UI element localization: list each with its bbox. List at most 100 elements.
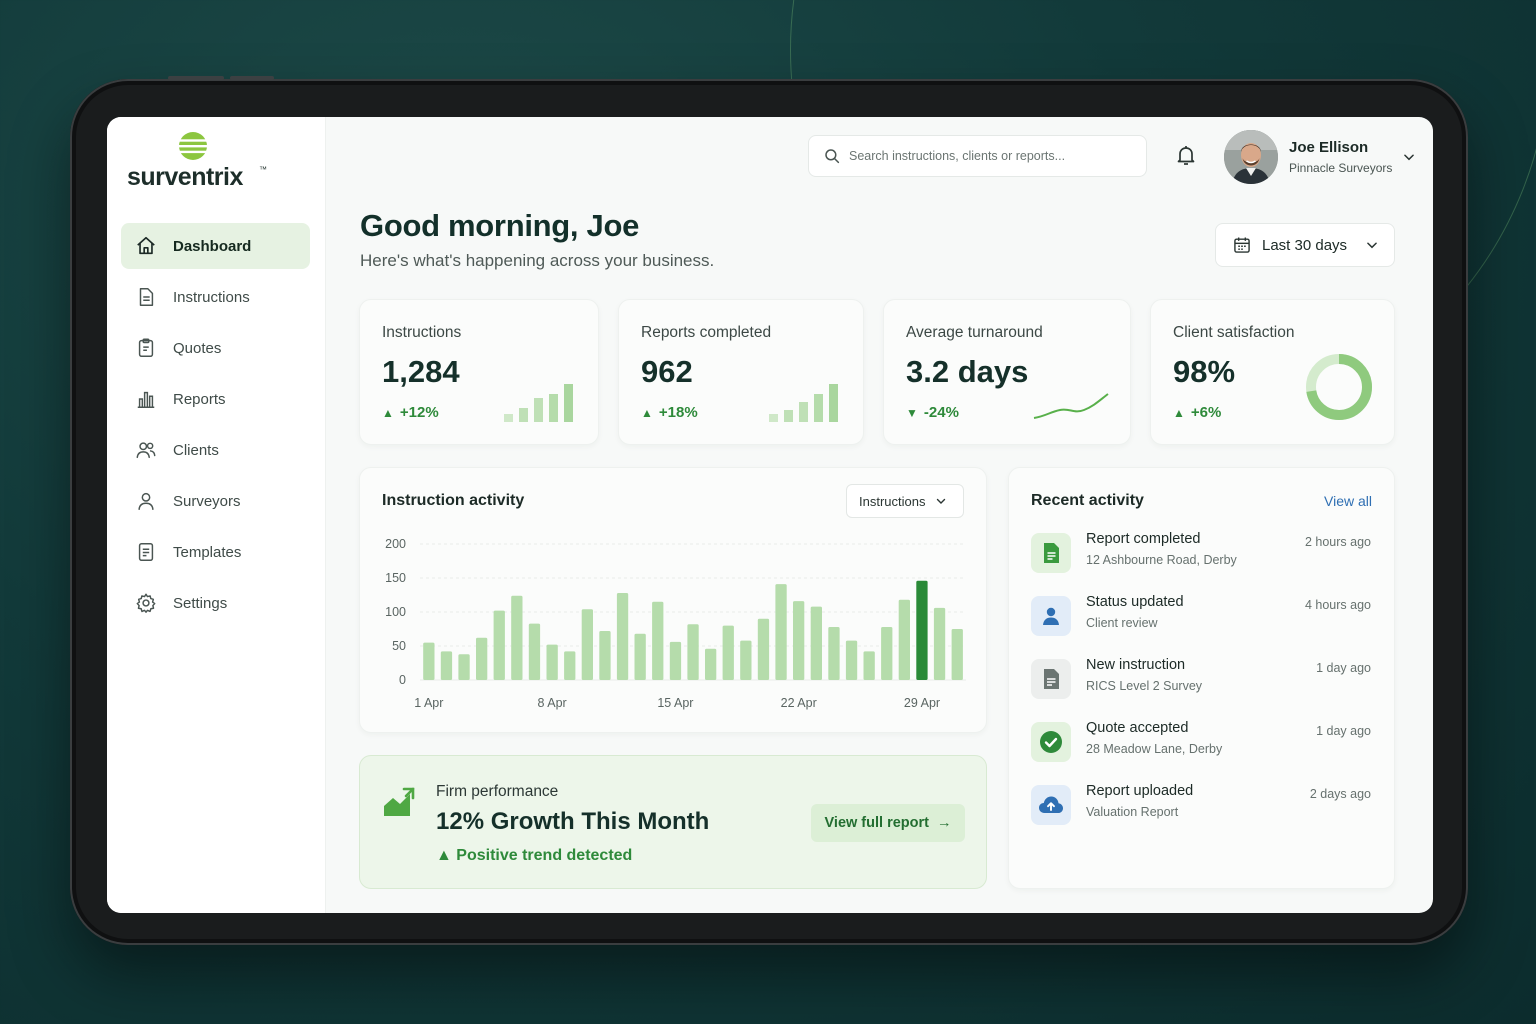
stat-title: Client satisfaction <box>1173 324 1295 341</box>
sidebar-item-instructions[interactable]: Instructions <box>121 274 310 320</box>
chart-bar[interactable] <box>916 580 928 680</box>
activity-item-report-completed[interactable]: Report completed 12 Ashbourne Road, Derb… <box>1031 531 1371 585</box>
trend-down-icon: ▼ <box>906 405 918 420</box>
logo-mark-icon <box>178 132 208 160</box>
notification-bell-icon[interactable] <box>1174 143 1198 167</box>
chart-bar[interactable] <box>493 610 505 680</box>
chart-bar[interactable] <box>898 599 910 680</box>
sidebar-item-templates[interactable]: Templates <box>121 529 310 575</box>
user-company: Pinnacle Surveyors <box>1289 161 1393 175</box>
activity-time: 4 hours ago <box>1304 598 1371 612</box>
y-tick-label: 50 <box>392 639 406 653</box>
activity-item-status-updated[interactable]: Status updated Client review 4 hours ago <box>1031 594 1371 648</box>
mini-bar-chart-icon <box>504 384 573 422</box>
chart-bar[interactable] <box>564 651 576 680</box>
chart-bar[interactable] <box>546 644 558 680</box>
sidebar-item-clients[interactable]: Clients <box>121 427 310 473</box>
sidebar-item-dashboard[interactable]: Dashboard <box>121 223 310 269</box>
stat-card-instructions[interactable]: Instructions 1,284 ▲ +12% <box>359 299 599 445</box>
chart-bar[interactable] <box>440 651 453 680</box>
sidebar: surventrix ™ Dashboard Instructions Q <box>107 117 326 913</box>
chart-bar[interactable] <box>634 633 646 680</box>
stat-card-average-turnaround[interactable]: Average turnaround 3.2 days ▼ -24% <box>883 299 1131 445</box>
chart-bar[interactable] <box>757 618 770 680</box>
stat-card-client-satisfaction[interactable]: Client satisfaction 98% ▲ +6% <box>1150 299 1395 445</box>
search-input[interactable] <box>849 149 1129 163</box>
page-title: Good morning, Joe <box>360 208 640 243</box>
chart-bar[interactable] <box>740 640 752 680</box>
chart-bar[interactable] <box>828 627 840 680</box>
tablet-volume-button <box>168 76 224 80</box>
stat-delta: ▲ +6% <box>1173 404 1221 421</box>
sidebar-item-surveyors[interactable]: Surveyors <box>121 478 310 524</box>
chevron-down-icon <box>937 498 946 504</box>
x-tick-label: 1 Apr <box>414 696 443 710</box>
tablet-power-button <box>230 76 274 80</box>
stat-delta: ▲ +12% <box>382 404 439 421</box>
top-bar: Joe Ellison Pinnacle Surveyors <box>326 117 1433 193</box>
date-range-picker[interactable]: Last 30 days <box>1215 223 1395 267</box>
x-tick-label: 22 Apr <box>781 696 817 710</box>
avatar[interactable] <box>1224 130 1278 184</box>
chart-bar[interactable] <box>476 637 488 680</box>
view-all-link[interactable]: View all <box>1324 493 1372 509</box>
chart-bar[interactable] <box>951 629 963 680</box>
chart-bar[interactable] <box>810 606 822 680</box>
brand-logo[interactable]: surventrix ™ <box>127 131 307 191</box>
chart-bar[interactable] <box>933 607 946 680</box>
chart-bar[interactable] <box>581 609 593 680</box>
y-tick-label: 150 <box>385 571 406 585</box>
chart-bar[interactable] <box>705 648 717 680</box>
stat-delta: ▼ -24% <box>906 404 959 421</box>
sidebar-item-settings[interactable]: Settings <box>121 580 310 626</box>
chart-bar[interactable] <box>458 654 470 680</box>
activity-item-new-instruction[interactable]: New instruction RICS Level 2 Survey 1 da… <box>1031 657 1371 711</box>
view-full-report-button[interactable]: View full report → <box>811 804 965 842</box>
stat-title: Average turnaround <box>906 324 1043 341</box>
activity-title: Report uploaded <box>1086 783 1194 799</box>
chart-bar[interactable] <box>793 601 805 680</box>
chevron-down-icon[interactable] <box>1402 150 1416 164</box>
activity-subtitle: 28 Meadow Lane, Derby <box>1086 742 1223 756</box>
stat-card-reports-completed[interactable]: Reports completed 962 ▲ +18% <box>618 299 864 445</box>
performance-trend-text: Positive trend detected <box>456 847 633 864</box>
template-icon <box>135 541 157 563</box>
search-bar[interactable] <box>808 135 1147 177</box>
chart-bar[interactable] <box>722 625 734 680</box>
performance-title: 12% Growth This Month <box>436 808 710 835</box>
metric-select[interactable]: Instructions <box>846 484 964 518</box>
instruction-activity-card: Instruction activity Instructions 0 50 100… <box>359 467 987 733</box>
chart-bar[interactable] <box>652 601 664 680</box>
activity-item-quote-accepted[interactable]: Quote accepted 28 Meadow Lane, Derby 1 d… <box>1031 720 1371 774</box>
stat-value: 3.2 days <box>906 354 1029 389</box>
sidebar-item-reports[interactable]: Reports <box>121 376 310 422</box>
chart-bar[interactable] <box>845 640 858 680</box>
chart-bar[interactable] <box>528 623 541 680</box>
sidebar-item-label: Quotes <box>173 339 222 357</box>
activity-item-report-uploaded[interactable]: Report uploaded Valuation Report 2 days … <box>1031 783 1371 837</box>
stat-value: 962 <box>641 354 693 389</box>
user-name: Joe Ellison <box>1289 139 1369 156</box>
chart-bar[interactable] <box>687 624 699 680</box>
activity-title: Report completed <box>1086 531 1201 547</box>
instruction-activity-chart: 0 50 100 150 200 1 Apr 8 Apr 15 Apr 22 Apr 29 Apr <box>385 537 966 710</box>
sidebar-item-label: Clients <box>173 441 219 459</box>
chart-bar[interactable] <box>881 627 893 680</box>
chart-bar[interactable] <box>669 641 682 680</box>
chevron-down-icon <box>1367 242 1377 249</box>
satisfaction-gauge-arc <box>1306 354 1372 420</box>
arrow-right-icon: → <box>936 815 952 831</box>
trend-up-icon: ▲ <box>641 405 653 420</box>
chart-bar[interactable] <box>616 593 629 680</box>
chart-bar[interactable] <box>511 595 523 680</box>
x-tick-label: 29 Apr <box>904 696 940 710</box>
sidebar-item-quotes[interactable]: Quotes <box>121 325 310 371</box>
chart-bar[interactable] <box>863 651 875 680</box>
activity-subtitle: Valuation Report <box>1086 805 1179 819</box>
app-screen: surventrix ™ Dashboard Instructions Q <box>107 117 1433 913</box>
activity-title: Status updated <box>1086 594 1184 610</box>
chart-bar[interactable] <box>599 631 611 680</box>
chart-bar[interactable] <box>423 642 435 680</box>
stat-delta: ▲ +18% <box>641 404 698 421</box>
chart-bar[interactable] <box>775 584 787 680</box>
